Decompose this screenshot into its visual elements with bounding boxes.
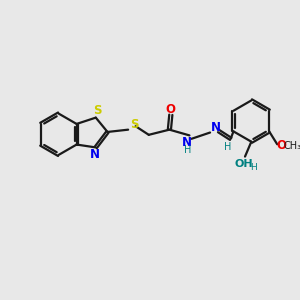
Text: S: S (130, 118, 139, 131)
Text: H: H (184, 145, 191, 155)
Text: N: N (90, 148, 100, 161)
Text: O: O (166, 103, 176, 116)
Text: N: N (212, 122, 221, 134)
Text: O: O (277, 139, 287, 152)
Text: CH₃: CH₃ (284, 141, 300, 151)
Text: S: S (93, 104, 101, 117)
Text: H: H (250, 163, 256, 172)
Text: H: H (224, 142, 231, 152)
Text: N: N (182, 136, 192, 149)
Text: OH: OH (234, 159, 253, 169)
